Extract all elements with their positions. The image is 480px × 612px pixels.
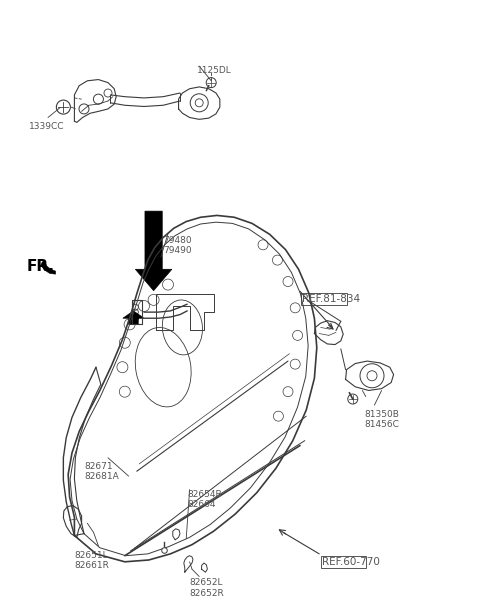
Bar [301, 293, 347, 305]
Polygon shape [135, 211, 172, 291]
Text: 81350B
81456C: 81350B 81456C [365, 410, 400, 430]
Text: 82651L
82661R: 82651L 82661R [74, 551, 109, 570]
Circle shape [56, 100, 71, 114]
Text: 1339CC: 1339CC [29, 122, 64, 132]
Text: 82671
82681A: 82671 82681A [84, 462, 119, 482]
Text: REF.60-770: REF.60-770 [322, 557, 380, 567]
Text: REF.81-834: REF.81-834 [302, 294, 360, 304]
Text: 82652L
82652R: 82652L 82652R [189, 578, 224, 598]
Bar [321, 556, 366, 569]
Text: FR.: FR. [26, 259, 54, 274]
Polygon shape [123, 311, 144, 324]
Text: 1125DL: 1125DL [197, 66, 231, 75]
Text: 82654B
82664: 82654B 82664 [187, 490, 222, 509]
Polygon shape [41, 261, 56, 274]
Text: 79480
79490: 79480 79490 [163, 236, 192, 255]
